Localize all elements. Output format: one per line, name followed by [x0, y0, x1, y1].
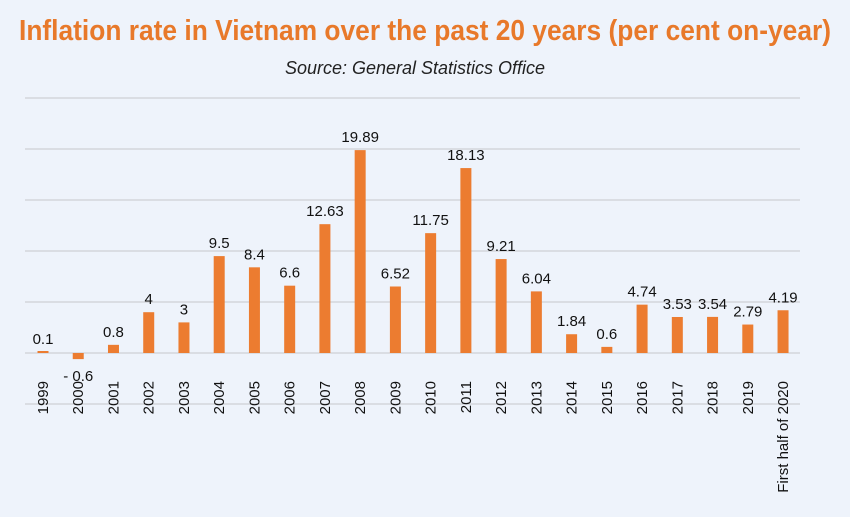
bar-2013	[530, 291, 542, 353]
bar-2003	[178, 322, 190, 353]
x-tick-label: 2017	[669, 381, 686, 414]
x-tick-label: 2010	[423, 381, 440, 414]
x-tick-label: 2003	[176, 381, 193, 414]
x-tick-label: 2004	[211, 381, 228, 414]
bar-2000	[72, 353, 84, 360]
data-label: 3.54	[698, 296, 727, 313]
bar-2002	[143, 312, 155, 353]
x-tick-label: 2013	[528, 381, 545, 414]
x-tick-label: 2018	[705, 381, 722, 414]
bar-2019	[742, 324, 754, 353]
data-label: 2.79	[733, 304, 762, 321]
x-tick-label: 2009	[387, 381, 404, 414]
data-label: 3.53	[663, 296, 692, 313]
bar-2001	[107, 344, 119, 353]
bar-2017	[671, 316, 683, 353]
data-label: 4.74	[627, 284, 656, 301]
x-tick-label: 2016	[634, 381, 651, 414]
bar-2016	[636, 304, 648, 353]
bar-1999	[37, 351, 49, 353]
data-label: 9.5	[209, 235, 230, 252]
bar-2009	[389, 286, 401, 353]
data-label: 6.6	[279, 265, 300, 282]
data-label: 3	[180, 301, 188, 318]
x-tick-label: 2014	[564, 381, 581, 414]
bar-2015	[601, 346, 613, 353]
data-label: - 0.6	[63, 368, 93, 385]
bar-first-half-of-2020	[777, 310, 789, 353]
data-label: 0.6	[596, 326, 617, 343]
x-tick-label: 2011	[458, 381, 475, 413]
bar-2008	[354, 150, 366, 353]
data-label: 9.21	[487, 238, 516, 255]
bar-2007	[319, 224, 331, 353]
x-tick-label: 2007	[317, 381, 334, 414]
chart-subtitle: Source: General Statistics Office	[285, 58, 545, 78]
x-tick-label: 2001	[105, 381, 122, 414]
x-tick-label: 1999	[35, 381, 52, 414]
bar-2005	[248, 267, 260, 353]
data-label: 4	[145, 291, 153, 308]
x-tick-label: 2019	[740, 381, 757, 414]
bar-2012	[495, 259, 507, 353]
chart-title: Inflation rate in Vietnam over the past …	[19, 15, 831, 47]
x-tick-label: 2000	[70, 381, 87, 414]
x-tick-label: 2008	[352, 381, 369, 414]
data-label: 8.4	[244, 246, 265, 263]
data-label: 12.63	[306, 203, 344, 220]
data-label: 6.52	[381, 265, 410, 282]
x-tick-label: 2015	[599, 381, 616, 414]
data-label: 6.04	[522, 270, 551, 287]
data-label: 4.19	[768, 289, 797, 306]
bar-2006	[284, 285, 296, 353]
x-tick-label: 2012	[493, 381, 510, 414]
bar-2018	[707, 316, 719, 353]
x-tick-label: 2002	[141, 381, 158, 414]
x-tick-label: 2006	[282, 381, 299, 414]
bar-2011	[460, 168, 472, 353]
data-label: 19.89	[341, 129, 379, 146]
data-label: 11.75	[412, 212, 448, 229]
data-label: 0.1	[33, 331, 54, 348]
data-label: 18.13	[447, 147, 485, 164]
bar-2004	[213, 256, 225, 353]
bar-2010	[425, 233, 437, 353]
x-tick-label: First half of 2020	[775, 381, 792, 493]
data-label: 1.84	[557, 313, 586, 330]
bar-2014	[566, 334, 578, 353]
data-label: 0.8	[103, 324, 124, 341]
x-tick-label: 2005	[246, 381, 263, 414]
